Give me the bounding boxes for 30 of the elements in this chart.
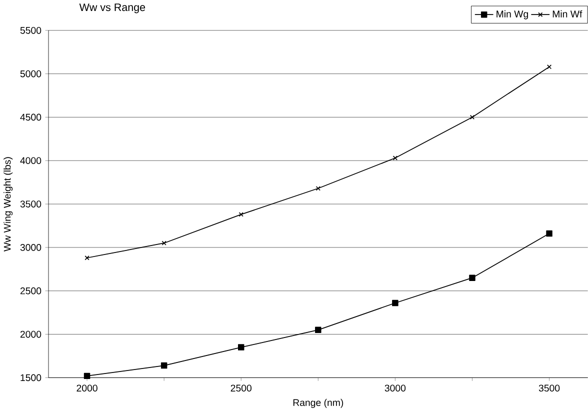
point bbox=[470, 115, 475, 120]
y-tick-label: 2500 bbox=[20, 288, 42, 295]
x-tick-label: 3500 bbox=[538, 384, 560, 392]
point bbox=[392, 300, 398, 306]
point bbox=[546, 230, 552, 237]
y-tick-label: 3000 bbox=[20, 244, 42, 252]
legend-label: Min Wf bbox=[552, 10, 582, 18]
y-tick-label: 5500 bbox=[20, 27, 42, 34]
x-tick-label: 3000 bbox=[384, 384, 406, 392]
y-axis-title: Ww Wing Weight (lbs) bbox=[4, 157, 13, 252]
point bbox=[238, 212, 244, 218]
y-tick-label: 5000 bbox=[20, 70, 42, 78]
point bbox=[469, 274, 476, 282]
point bbox=[316, 186, 320, 191]
y-tick-label: 2000 bbox=[20, 331, 42, 338]
x-tick-label: 2000 bbox=[76, 384, 98, 392]
x-axis-title: Range (nm) bbox=[293, 399, 344, 408]
y-tick-label: 3500 bbox=[20, 200, 42, 208]
point bbox=[160, 362, 168, 369]
point bbox=[238, 344, 244, 351]
point bbox=[392, 156, 398, 161]
point bbox=[315, 327, 322, 334]
y-tick-label: 4000 bbox=[20, 157, 42, 164]
y-tick-label: 4500 bbox=[20, 114, 42, 121]
legend-label: Min Wg bbox=[496, 10, 528, 20]
x-tick-label: 2500 bbox=[230, 384, 252, 392]
chart-title: Ww vs Range bbox=[79, 4, 146, 14]
point bbox=[162, 241, 166, 246]
point bbox=[84, 373, 90, 380]
y-tick-label: 1500 bbox=[20, 374, 42, 382]
